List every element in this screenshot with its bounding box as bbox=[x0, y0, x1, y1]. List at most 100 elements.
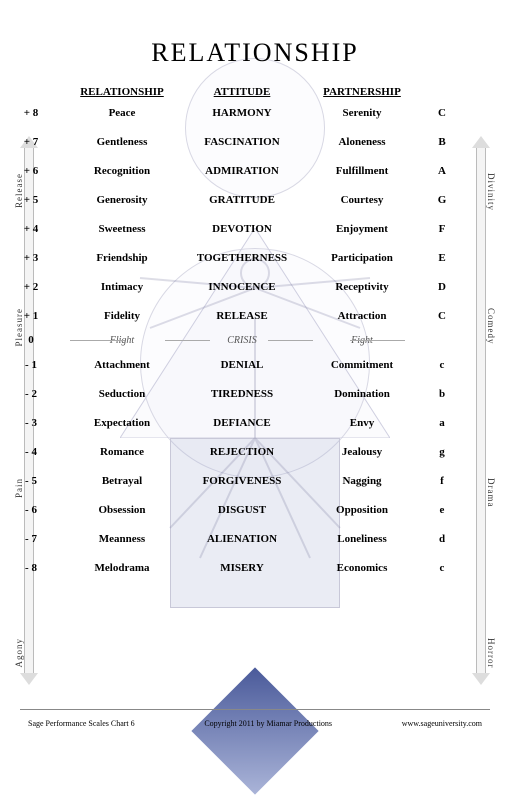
table-row: - 6ObsessionDISGUSTOppositione bbox=[0, 495, 510, 524]
cell-rel: Expectation bbox=[62, 417, 182, 429]
table-row: - 3ExpectationDEFIANCEEnvya bbox=[0, 408, 510, 437]
cell-code: A bbox=[422, 165, 462, 177]
cell-part: Opposition bbox=[302, 504, 422, 516]
cell-code: b bbox=[422, 388, 462, 400]
footer: Sage Performance Scales Chart 6 Copyrigh… bbox=[0, 719, 510, 728]
cell-n: - 7 bbox=[0, 533, 62, 545]
table-row: + 2IntimacyINNOCENCEReceptivityD bbox=[0, 272, 510, 301]
cell-rel: Friendship bbox=[62, 252, 182, 264]
cell-part: Commitment bbox=[302, 359, 422, 371]
table-row: + 7GentlenessFASCINATIONAlonenessB bbox=[0, 127, 510, 156]
table-row: + 4SweetnessDEVOTIONEnjoymentF bbox=[0, 214, 510, 243]
cell-rel: Obsession bbox=[62, 504, 182, 516]
footer-diamond-icon bbox=[191, 667, 318, 794]
side-label-right-horror: Horror bbox=[486, 638, 496, 671]
cell-att: HARMONY bbox=[182, 107, 302, 119]
cell-rel: Peace bbox=[62, 107, 182, 119]
cell-n: - 3 bbox=[0, 417, 62, 429]
cell-n: - 1 bbox=[0, 359, 62, 371]
footer-left: Sage Performance Scales Chart 6 bbox=[28, 719, 135, 728]
table-row: + 6RecognitionADMIRATIONFulfillmentA bbox=[0, 156, 510, 185]
negative-rows: - 1AttachmentDENIALCommitmentc- 2Seducti… bbox=[0, 350, 510, 582]
cell-att: DISGUST bbox=[182, 504, 302, 516]
cell-code: e bbox=[422, 504, 462, 516]
cell-att: MISERY bbox=[182, 562, 302, 574]
table-row: - 7MeannessALIENATIONLonelinessd bbox=[0, 524, 510, 553]
table-row: + 1FidelityRELEASEAttractionC bbox=[0, 301, 510, 330]
cell-n: + 6 bbox=[0, 165, 62, 177]
cell-rel: Meanness bbox=[62, 533, 182, 545]
cell-att: FORGIVENESS bbox=[182, 475, 302, 487]
header-partnership: PARTNERSHIP bbox=[302, 86, 422, 98]
cell-part: Attraction bbox=[302, 310, 422, 322]
cell-code: F bbox=[422, 223, 462, 235]
cell-att: TIREDNESS bbox=[182, 388, 302, 400]
cell-part: Domination bbox=[302, 388, 422, 400]
cell-rel: Betrayal bbox=[62, 475, 182, 487]
cell-att: ALIENATION bbox=[182, 533, 302, 545]
page-title: RELATIONSHIP bbox=[0, 38, 510, 68]
cell-att: DENIAL bbox=[182, 359, 302, 371]
cell-att: TOGETHERNESS bbox=[182, 252, 302, 264]
cell-part: Enjoyment bbox=[302, 223, 422, 235]
cell-att: RELEASE bbox=[182, 310, 302, 322]
cell-n: + 8 bbox=[0, 107, 62, 119]
cell-n: - 5 bbox=[0, 475, 62, 487]
cell-part: Nagging bbox=[302, 475, 422, 487]
cell-rel: Gentleness bbox=[62, 136, 182, 148]
cell-part: Serenity bbox=[302, 107, 422, 119]
cell-rel: Generosity bbox=[62, 194, 182, 206]
cell-n: + 5 bbox=[0, 194, 62, 206]
footer-center: Copyright 2011 by Miamar Productions bbox=[204, 719, 332, 728]
cell-n: + 2 bbox=[0, 281, 62, 293]
cell-n: - 4 bbox=[0, 446, 62, 458]
cell-n: + 4 bbox=[0, 223, 62, 235]
cell-att: ADMIRATION bbox=[182, 165, 302, 177]
cell-part: Economics bbox=[302, 562, 422, 574]
cell-rel: Attachment bbox=[62, 359, 182, 371]
cell-att: DEVOTION bbox=[182, 223, 302, 235]
cell-n: + 1 bbox=[0, 310, 62, 322]
cell-n: - 8 bbox=[0, 562, 62, 574]
cell-att: DEFIANCE bbox=[182, 417, 302, 429]
cell-code: B bbox=[422, 136, 462, 148]
positive-rows: + 8PeaceHARMONYSerenityC + 7GentlenessFAS… bbox=[0, 98, 510, 330]
footer-rule bbox=[20, 709, 490, 710]
cell-part: Courtesy bbox=[302, 194, 422, 206]
cell-part: Receptivity bbox=[302, 281, 422, 293]
cell-part: Jealousy bbox=[302, 446, 422, 458]
cell-part: Loneliness bbox=[302, 533, 422, 545]
cell-part: Aloneness bbox=[302, 136, 422, 148]
cell-code: g bbox=[422, 446, 462, 458]
table-row: + 3FriendshipTOGETHERNESSParticipationE bbox=[0, 243, 510, 272]
cell-code: d bbox=[422, 533, 462, 545]
header-relationship: RELATIONSHIP bbox=[62, 86, 182, 98]
cell-code: G bbox=[422, 194, 462, 206]
zero-row: 0 Flight CRISIS Fight bbox=[0, 330, 510, 350]
chart-content: RELATIONSHIP RELATIONSHIP ATTITUDE PARTN… bbox=[0, 38, 510, 582]
cell-part: Fulfillment bbox=[302, 165, 422, 177]
table-row: - 8MelodramaMISERYEconomicsc bbox=[0, 553, 510, 582]
cell-att: FASCINATION bbox=[182, 136, 302, 148]
cell-rel: Sweetness bbox=[62, 223, 182, 235]
cell-n: - 2 bbox=[0, 388, 62, 400]
cell-rel: Recognition bbox=[62, 165, 182, 177]
table-row: - 4RomanceREJECTIONJealousyg bbox=[0, 437, 510, 466]
cell-att: INNOCENCE bbox=[182, 281, 302, 293]
cell-code: f bbox=[422, 475, 462, 487]
cell-part: Participation bbox=[302, 252, 422, 264]
cell-code: C bbox=[422, 107, 462, 119]
footer-right: www.sageuniversity.com bbox=[402, 719, 482, 728]
cell-att: GRATITUDE bbox=[182, 194, 302, 206]
cell-n: - 6 bbox=[0, 504, 62, 516]
cell-rel: Melodrama bbox=[62, 562, 182, 574]
cell-code: E bbox=[422, 252, 462, 264]
table-row: - 5BetrayalFORGIVENESSNaggingf bbox=[0, 466, 510, 495]
side-label-left-agony: Agony bbox=[14, 638, 24, 670]
cell-n: + 3 bbox=[0, 252, 62, 264]
cell-rel: Intimacy bbox=[62, 281, 182, 293]
cell-rel: Seduction bbox=[62, 388, 182, 400]
table-row: - 2SeductionTIREDNESSDominationb bbox=[0, 379, 510, 408]
cell-code: D bbox=[422, 281, 462, 293]
table-row: + 5GenerosityGRATITUDECourtesyG bbox=[0, 185, 510, 214]
